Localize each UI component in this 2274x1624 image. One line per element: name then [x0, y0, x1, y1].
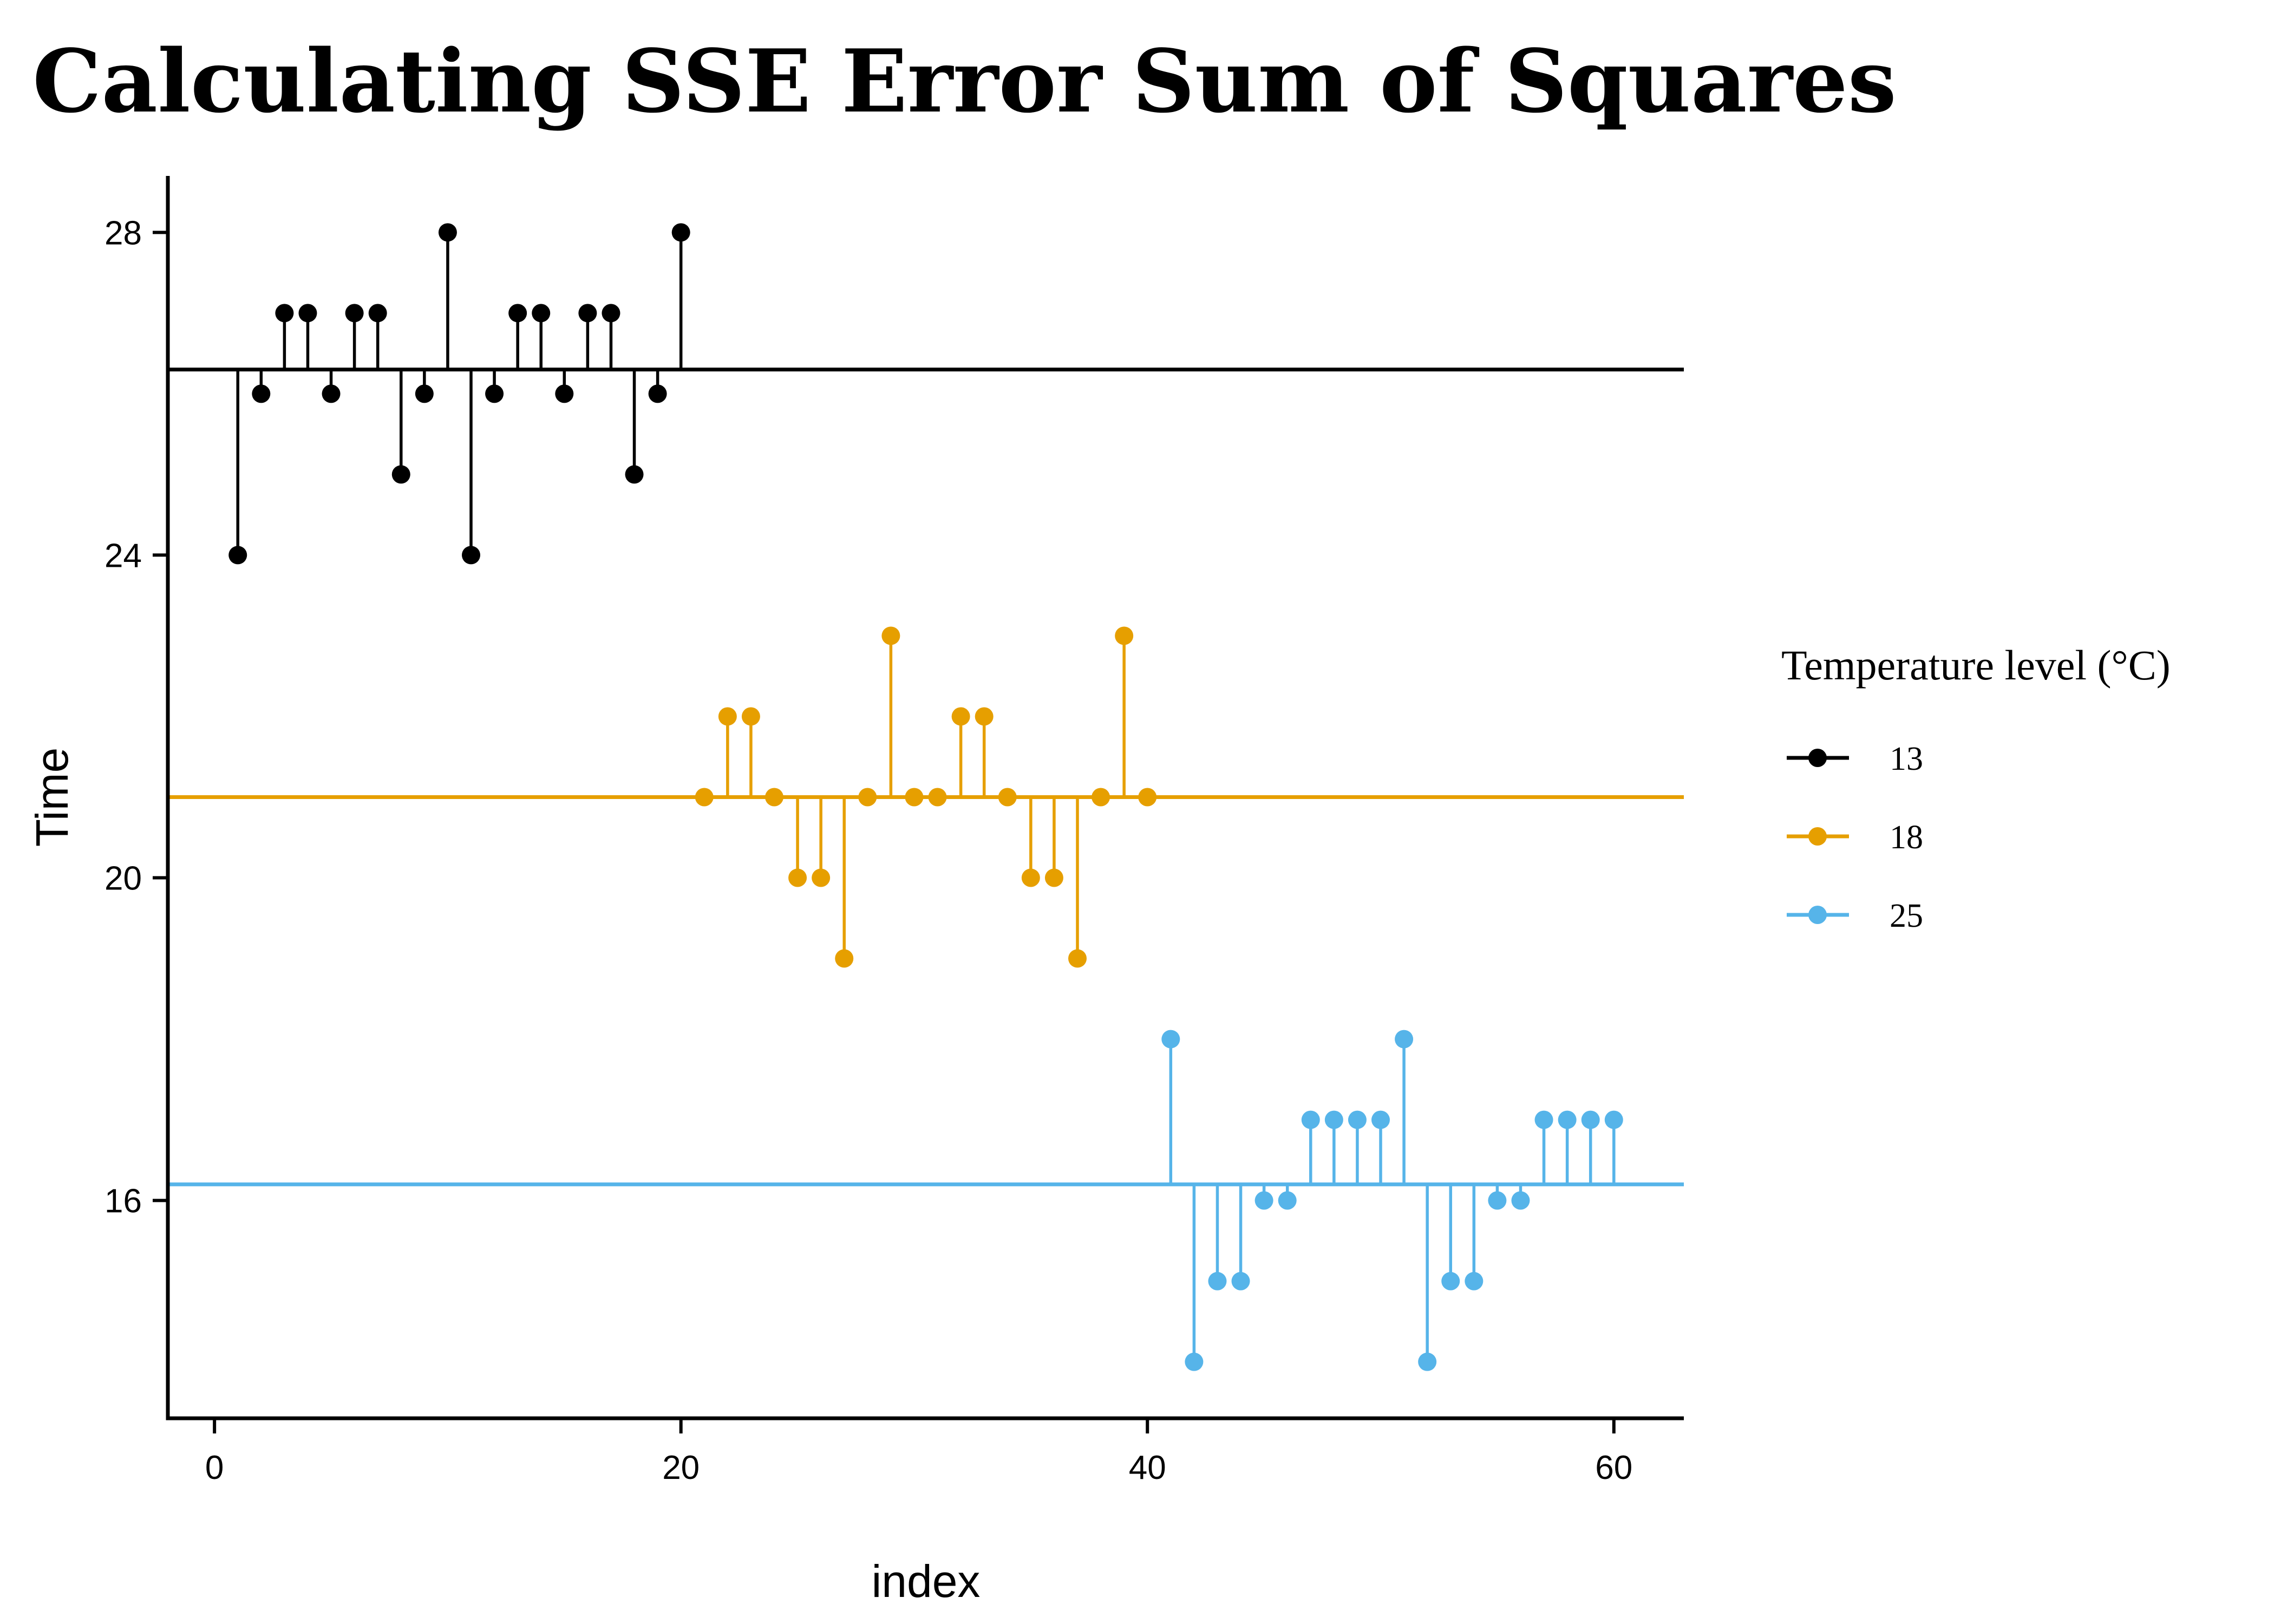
- x-axis-title: index: [872, 1556, 981, 1607]
- data-point: [462, 546, 480, 565]
- data-point: [1278, 1191, 1297, 1210]
- data-point: [602, 304, 620, 323]
- legend-title: Temperature level (°C): [1781, 641, 2171, 689]
- chart-title: Calculating SSE Error Sum of Squares: [32, 30, 1897, 132]
- y-tick-label: 28: [104, 214, 142, 252]
- data-point: [928, 788, 947, 807]
- data-point: [1324, 1110, 1343, 1129]
- legend-key-25: [1787, 906, 1849, 924]
- x-tick-label: 20: [662, 1449, 700, 1487]
- data-point: [368, 304, 387, 323]
- data-point: [1558, 1110, 1577, 1129]
- data-point: [391, 465, 410, 484]
- legend-label-18: 18: [1890, 819, 1923, 856]
- data-point: [788, 868, 807, 887]
- data-point: [485, 384, 504, 403]
- data-point: [648, 384, 667, 403]
- data-point: [695, 788, 714, 807]
- y-axis-title: Time: [27, 748, 77, 847]
- data-point: [858, 788, 877, 807]
- data-point: [1465, 1272, 1484, 1291]
- x-tick-label: 40: [1129, 1449, 1166, 1487]
- data-point: [1604, 1110, 1623, 1129]
- legend-label-13: 13: [1890, 741, 1923, 777]
- data-point: [1185, 1352, 1204, 1371]
- data-point: [532, 304, 551, 323]
- data-point: [438, 223, 457, 242]
- data-point: [625, 465, 644, 484]
- data-point: [228, 546, 247, 565]
- data-points: [228, 223, 1623, 1371]
- data-point: [508, 304, 527, 323]
- y-ticks: 16 20 24 28: [104, 214, 168, 1220]
- data-point: [1534, 1110, 1553, 1129]
- data-point: [1115, 626, 1134, 645]
- data-point: [1208, 1272, 1227, 1291]
- data-point: [1021, 868, 1040, 887]
- mean-lines: [168, 368, 1684, 1187]
- x-ticks: 0 20 40 60: [205, 1418, 1632, 1487]
- axes: [166, 176, 1684, 1420]
- legend-key-18: [1787, 827, 1849, 846]
- data-point: [1488, 1191, 1507, 1210]
- data-point: [718, 707, 737, 726]
- data-point: [812, 868, 831, 887]
- data-point: [671, 223, 690, 242]
- data-point: [1371, 1110, 1390, 1129]
- residual-stems: [236, 232, 1616, 1362]
- data-point: [1418, 1352, 1437, 1371]
- data-point: [1441, 1272, 1460, 1291]
- data-point: [252, 384, 271, 403]
- data-point: [1068, 949, 1087, 968]
- data-point: [765, 788, 783, 807]
- data-point: [345, 304, 364, 323]
- data-point: [298, 304, 317, 323]
- data-point: [1161, 1030, 1180, 1049]
- data-point: [1231, 1272, 1250, 1291]
- y-tick-label: 20: [104, 860, 142, 898]
- data-point: [741, 707, 760, 726]
- data-point: [415, 384, 434, 403]
- data-point: [881, 626, 900, 645]
- legend-key-13: [1787, 749, 1849, 767]
- data-point: [1138, 788, 1157, 807]
- data-point: [905, 788, 924, 807]
- legend-label-25: 25: [1890, 898, 1923, 934]
- data-point: [951, 707, 970, 726]
- legend-key-point: [1808, 906, 1827, 924]
- data-point: [578, 304, 597, 323]
- data-point: [275, 304, 294, 323]
- data-point: [1511, 1191, 1530, 1210]
- legend-key-point: [1808, 749, 1827, 767]
- data-point: [835, 949, 854, 968]
- data-point: [998, 788, 1017, 807]
- x-tick-label: 60: [1595, 1449, 1632, 1487]
- data-point: [1044, 868, 1063, 887]
- legend: Temperature level (°C) 13 18 25: [1781, 641, 2171, 934]
- data-point: [1092, 788, 1110, 807]
- y-tick-label: 24: [104, 537, 142, 574]
- data-point: [1581, 1110, 1600, 1129]
- data-point: [555, 384, 574, 403]
- data-point: [1348, 1110, 1367, 1129]
- data-point: [1301, 1110, 1320, 1129]
- data-point: [322, 384, 341, 403]
- y-tick-label: 16: [104, 1183, 142, 1220]
- data-point: [1395, 1030, 1414, 1049]
- data-point: [975, 707, 994, 726]
- data-point: [1254, 1191, 1273, 1210]
- legend-key-point: [1808, 827, 1827, 846]
- x-tick-label: 0: [205, 1449, 224, 1487]
